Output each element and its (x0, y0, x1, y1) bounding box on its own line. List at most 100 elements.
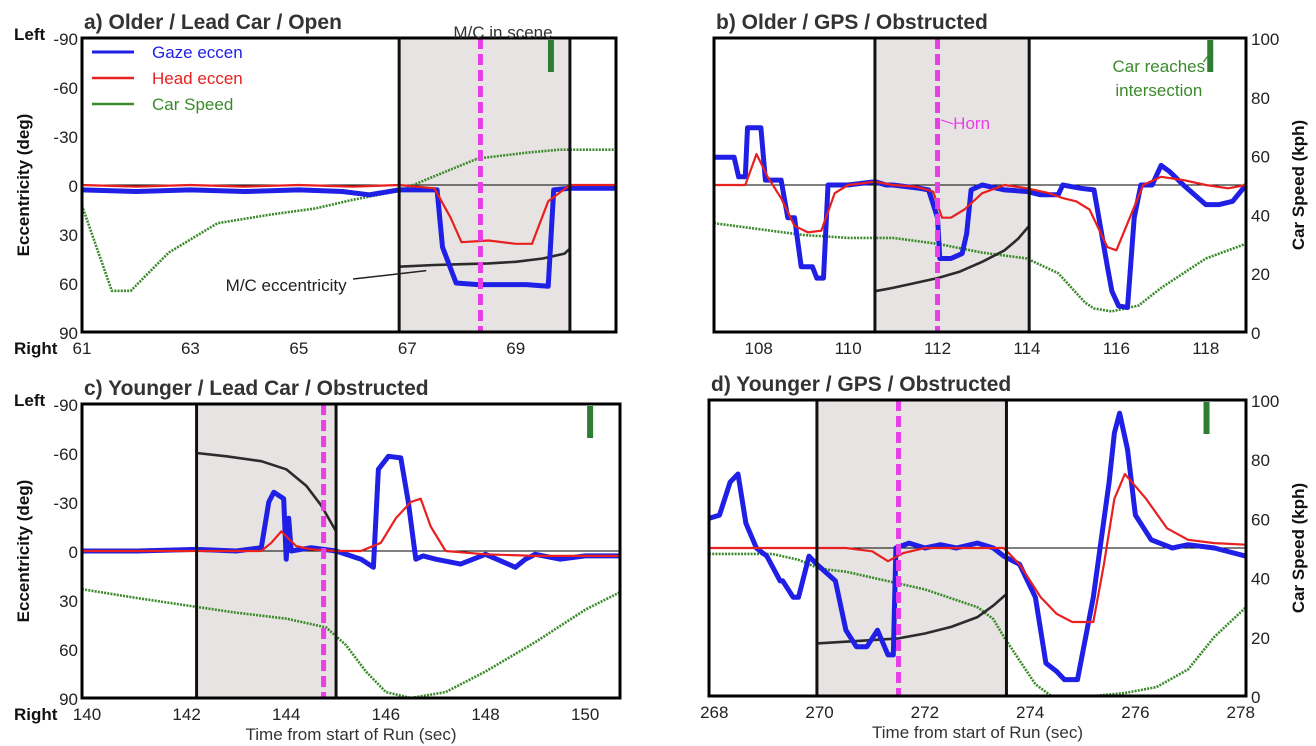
series-m-c-eccentricity (874, 224, 1031, 293)
y-axis-label: Eccentricity (deg) (14, 114, 33, 257)
y-tick-label: -60 (53, 79, 78, 98)
series-car-speed (81, 587, 621, 700)
right-direction-label: Right (14, 339, 58, 358)
y-tick-label: -90 (53, 30, 78, 49)
x-tick-label: 65 (289, 339, 308, 358)
series-gaze-eccen (82, 453, 620, 570)
annotation-mc-eccentricity: M/C eccentricity (226, 276, 347, 295)
series-car-speed (713, 221, 1247, 313)
x-tick-label: 148 (471, 705, 499, 724)
y2-tick-label: 80 (1251, 89, 1270, 108)
x-tick-label: 274 (1016, 703, 1044, 722)
x-tick-label: 272 (911, 703, 939, 722)
y-tick-label: 90 (59, 690, 78, 709)
left-direction-label: Left (14, 391, 46, 410)
panel-c: c) Younger / Lead Car / Obstructed 140 142… (14, 377, 622, 744)
x-tick-label: 268 (700, 703, 728, 722)
x-tick-label: 114 (1013, 339, 1040, 358)
y2-tick-label: 60 (1251, 148, 1270, 167)
y-tick-label: 60 (59, 275, 78, 294)
y2-tick-label: 100 (1251, 30, 1279, 49)
legend-entry: Gaze eccen (152, 43, 243, 62)
y2-tick-label: 0 (1251, 688, 1260, 707)
x-axis-label: Time from start of Run (sec) (872, 723, 1083, 742)
y2-tick-label: 100 (1251, 392, 1279, 411)
x-tick-label: 69 (506, 339, 525, 358)
x-tick-label: 110 (835, 339, 862, 358)
right-direction-label: Right (14, 705, 58, 724)
legend-entry: Head eccen (152, 69, 243, 88)
panel-title: c) Younger / Lead Car / Obstructed (84, 377, 429, 400)
annotation-arrow (1203, 53, 1210, 63)
x-tick-label: 108 (745, 339, 773, 358)
y2-tick-label: 0 (1251, 324, 1260, 343)
intersection-marker (547, 40, 554, 72)
panel-a: a) Older / Lead Car / Open 61 63 65 67 69 -90 -… (14, 11, 618, 358)
x-tick-label: 278 (1227, 703, 1255, 722)
left-direction-label: Left (14, 25, 46, 44)
x-axis-label: Time from start of Run (sec) (246, 725, 457, 744)
plot-frame (80, 36, 618, 334)
intersection-marker (1203, 402, 1210, 434)
y-tick-label: 30 (59, 592, 78, 611)
y-tick-label: 60 (59, 641, 78, 660)
x-tick-label: 276 (1121, 703, 1149, 722)
intersection-marker (587, 406, 594, 438)
x-tick-label: 61 (73, 339, 92, 358)
series-head-eccen (81, 183, 616, 245)
x-tick-label: 118 (1192, 339, 1219, 358)
x-tick-label: 67 (398, 339, 417, 358)
annotation-car-reaches-intersection: Car reaches intersection (1113, 57, 1206, 100)
series-gaze-eccen (714, 125, 1248, 310)
y2-tick-label: 40 (1251, 206, 1270, 225)
plot-frame (707, 398, 1248, 698)
plot-frame (712, 36, 1248, 334)
y2-axis-label: Car Speed (kph) (1289, 120, 1308, 250)
annotation-arrow (940, 119, 954, 125)
y-tick-label: -30 (53, 128, 78, 147)
y-tick-label: 30 (59, 226, 78, 245)
panel-b: b) Older / GPS / Obstructed 108 110 112 114 1… (712, 11, 1308, 358)
y-tick-label: -30 (53, 494, 78, 513)
panel-d: d) Younger / GPS / Obstructed 268 270 272 27… (700, 373, 1308, 742)
panel-title: d) Younger / GPS / Obstructed (711, 373, 1011, 396)
y2-axis-label: Car Speed (kph) (1289, 483, 1308, 613)
x-tick-label: 112 (924, 339, 951, 358)
plot-frame (80, 402, 622, 700)
y2-tick-label: 20 (1251, 265, 1270, 284)
intersection-marker (1207, 40, 1214, 72)
x-tick-label: 116 (1103, 339, 1130, 358)
series-head-eccen (709, 472, 1247, 624)
y2-tick-label: 60 (1251, 510, 1270, 529)
x-tick-label: 63 (181, 339, 200, 358)
series-head-eccen (82, 497, 620, 558)
y-tick-label: 0 (69, 543, 78, 562)
y2-tick-label: 40 (1251, 570, 1270, 589)
x-tick-label: 142 (172, 705, 200, 724)
annotation-mc-in-scene: M/C in scene (453, 23, 552, 42)
y-tick-label: -90 (53, 396, 78, 415)
x-tick-label: 140 (73, 705, 101, 724)
legend-entry: Car Speed (152, 95, 233, 114)
series-head-eccen (714, 152, 1247, 252)
panel-title: b) Older / GPS / Obstructed (716, 11, 988, 34)
y-axis-label: Eccentricity (deg) (14, 480, 33, 623)
annotation-arrow (352, 269, 427, 280)
y2-tick-label: 80 (1251, 451, 1270, 470)
legend: Gaze eccen Head eccen Car Speed (92, 43, 243, 114)
x-tick-label: 144 (272, 705, 300, 724)
y-tick-label: 0 (69, 177, 78, 196)
series-car-speed (709, 552, 1247, 698)
y-tick-label: -60 (53, 445, 78, 464)
panel-title: a) Older / Lead Car / Open (84, 11, 342, 34)
series-m-c-eccentricity (196, 451, 338, 533)
series-m-c-eccentricity (399, 247, 571, 268)
y-tick-label: 90 (59, 324, 78, 343)
x-tick-label: 146 (372, 705, 400, 724)
x-tick-label: 270 (805, 703, 833, 722)
annotation-horn: Horn (953, 114, 990, 133)
y2-tick-label: 20 (1251, 629, 1270, 648)
series-gaze-eccen (81, 185, 616, 289)
x-tick-label: 150 (571, 705, 599, 724)
